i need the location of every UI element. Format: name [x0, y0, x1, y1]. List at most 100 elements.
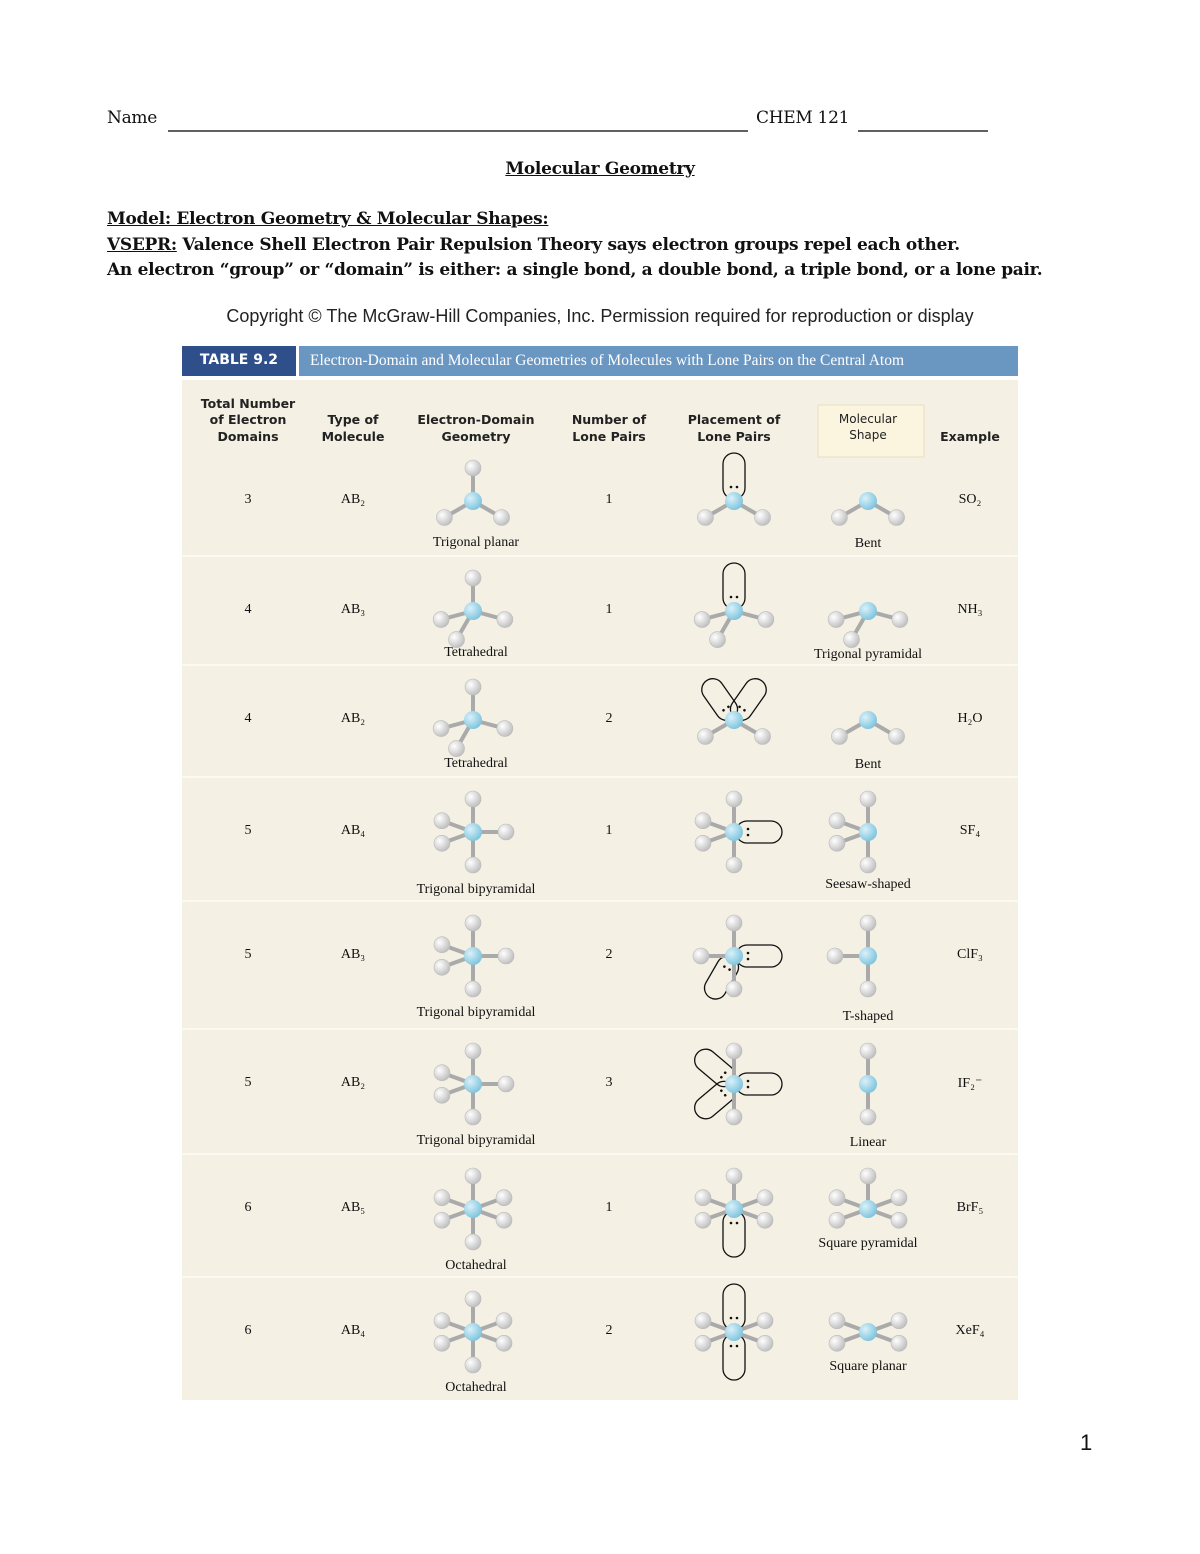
outer-atom [464, 980, 482, 998]
electron-dot [729, 1316, 733, 1320]
example: H₂O [957, 711, 983, 726]
outer-atom [859, 914, 877, 932]
molecules [182, 452, 1018, 1381]
electron-dot [727, 705, 730, 709]
outer-atom [828, 834, 846, 852]
electron-dot [746, 833, 750, 837]
outer-atom [497, 1075, 515, 1093]
lone-pair-count: 1 [605, 823, 613, 838]
outer-atom [757, 611, 775, 628]
outer-atom [433, 958, 451, 976]
electron-dot [729, 485, 733, 489]
outer-atom [859, 1167, 877, 1185]
domain-count: 3 [244, 492, 252, 507]
course-label: CHEM 121 [756, 108, 850, 128]
electron-dot [729, 1344, 733, 1348]
electron-geometry: Trigonal bipyramidal [416, 1133, 536, 1148]
outer-atom [890, 1189, 908, 1207]
outer-atom [464, 914, 482, 932]
outer-atom [890, 1312, 908, 1330]
central-atom [725, 1323, 743, 1341]
outer-atom [433, 1189, 451, 1207]
outer-atom [497, 947, 515, 965]
electron-dot [720, 1089, 723, 1093]
outer-atom [828, 1189, 846, 1207]
outer-atom [464, 1167, 482, 1185]
outer-atom [828, 1312, 846, 1330]
lone-pair-count: 2 [605, 947, 613, 962]
example: ClF₃ [957, 947, 983, 962]
outer-atom [495, 1189, 513, 1207]
outer-atom [432, 720, 450, 737]
outer-atom [433, 834, 451, 852]
outer-atom [464, 790, 482, 808]
domain-count: 4 [244, 711, 252, 726]
outer-atom [464, 1233, 482, 1251]
outer-atom [828, 1211, 846, 1229]
outer-atom [756, 1334, 774, 1352]
domain-count: 5 [244, 823, 252, 838]
outer-atom [888, 509, 905, 526]
outer-atom [694, 1189, 712, 1207]
outer-atom [448, 740, 465, 757]
outer-atom [725, 1167, 743, 1185]
example: XeF₄ [955, 1323, 985, 1338]
central-atom [859, 492, 877, 510]
molecular-shape: Linear [849, 1135, 887, 1150]
outer-atom [828, 1334, 846, 1352]
domain-text: An electron “group” or “domain” is eithe… [107, 260, 1043, 280]
central-atom [859, 1075, 877, 1093]
column-header: Placement of Lone Pairs [687, 412, 781, 444]
outer-atom [831, 509, 848, 526]
electron-dot [729, 1221, 733, 1225]
electron-dot [723, 1093, 727, 1097]
outer-atom [725, 790, 743, 808]
electron-dot [746, 1079, 750, 1083]
outer-atom [432, 611, 450, 628]
molecular-shape: Square pyramidal [818, 1236, 918, 1251]
lone-pair-count: 1 [605, 602, 613, 617]
outer-atom [496, 720, 514, 737]
outer-atom [433, 1312, 451, 1330]
outer-atom [464, 1042, 482, 1060]
outer-atom [433, 1211, 451, 1229]
outer-atom [694, 1312, 712, 1330]
electron-geometry: Octahedral [445, 1380, 507, 1395]
outer-atom [495, 1334, 513, 1352]
central-atom [464, 1075, 482, 1093]
electron-dot [720, 1075, 723, 1079]
central-atom [464, 492, 482, 510]
central-atom [725, 947, 743, 965]
outer-atom [709, 631, 726, 648]
outer-atom [859, 1108, 877, 1126]
table-title-bg [299, 346, 1018, 376]
outer-atom [827, 611, 845, 628]
electron-geometry: Tetrahedral [444, 645, 508, 660]
outer-atom [692, 947, 710, 965]
electron-dot [723, 965, 726, 968]
outer-atom [493, 509, 510, 526]
table-title: Electron-Domain and Molecular Geometries… [310, 352, 905, 369]
shape-header-box [817, 404, 925, 458]
central-atom [859, 947, 877, 965]
outer-atom [859, 856, 877, 874]
electron-dot [746, 827, 750, 831]
electron-geometry: Octahedral [445, 1258, 507, 1273]
table-bg [182, 380, 1018, 1400]
outer-atom [694, 1334, 712, 1352]
outer-atom [495, 1211, 513, 1229]
outer-atom [859, 790, 877, 808]
table-label-bg [182, 346, 296, 376]
electron-dot [746, 957, 750, 961]
outer-atom [890, 1211, 908, 1229]
outer-atom [694, 834, 712, 852]
outer-atom [433, 1086, 451, 1104]
outer-atom [694, 1211, 712, 1229]
molecular-shape: Bent [854, 757, 882, 772]
central-atom [464, 823, 482, 841]
electron-dot [735, 595, 739, 599]
outer-atom [464, 459, 482, 477]
domain-count: 4 [244, 602, 252, 617]
